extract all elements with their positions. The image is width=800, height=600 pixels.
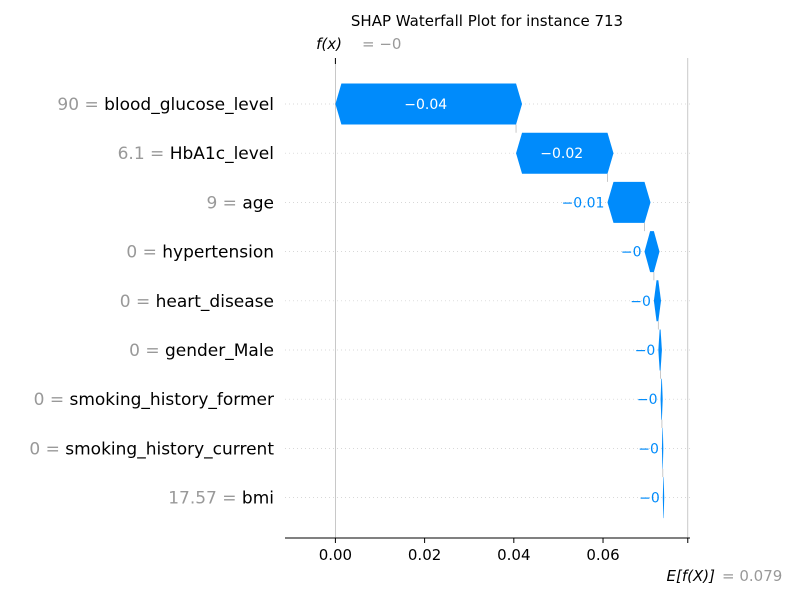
waterfall-bar <box>516 132 614 174</box>
x-tick-label: 0.04 <box>497 546 530 564</box>
feature-label: 0 = hypertension <box>126 243 274 263</box>
waterfall-bar <box>653 280 662 322</box>
waterfall-bar <box>660 378 663 420</box>
feature-name: HbA1c_level <box>170 144 274 164</box>
x-axis: 0.00 0.02 0.04 0.06 <box>285 537 690 564</box>
feature-name: bmi <box>242 489 274 509</box>
feature-value: 90 = <box>57 95 104 115</box>
feature-name: gender_Male <box>165 341 274 361</box>
waterfall-bar <box>335 83 523 125</box>
bar-value-label: −0 <box>637 392 658 408</box>
feature-name: heart_disease <box>156 292 274 312</box>
grid-lines <box>285 58 690 538</box>
feature-name: age <box>242 193 274 213</box>
x-tick-label: 0.00 <box>319 546 352 564</box>
x-tick-label: 0.02 <box>408 546 441 564</box>
feature-label: 9 = age <box>206 193 274 213</box>
fx-label: f(x) <box>316 35 342 53</box>
bar-value-label: −0 <box>639 491 660 507</box>
feature-name: smoking_history_former <box>69 390 274 410</box>
feature-value: 9 = <box>206 193 242 213</box>
waterfall-bar <box>662 477 665 519</box>
feature-value: 17.57 = <box>168 489 242 509</box>
feature-label: 0 = smoking_history_current <box>29 439 274 459</box>
waterfall-bar <box>607 181 651 223</box>
chart-title: SHAP Waterfall Plot for instance 713 <box>351 12 623 30</box>
fx-annotation: f(x) = −0 <box>316 35 401 53</box>
bar-value-label: −0.02 <box>540 146 583 162</box>
feature-label: 90 = blood_glucose_level <box>57 95 274 115</box>
base-value-annotation: E[f(X)] = 0.079 <box>667 567 783 585</box>
feature-label: 0 = smoking_history_former <box>34 390 274 410</box>
feature-name: hypertension <box>162 243 274 263</box>
fx-value: = −0 <box>362 35 401 53</box>
feature-value: 0 = <box>126 243 162 263</box>
feature-label: 0 = heart_disease <box>120 292 274 312</box>
waterfall-bar <box>658 329 662 371</box>
feature-name: smoking_history_current <box>65 439 274 459</box>
bars: −0.04 −0.02 −0.01 −0 −0 −0 −0 −0 −0 <box>335 83 665 519</box>
bar-value-label: −0 <box>630 294 651 310</box>
feature-label: 6.1 = HbA1c_level <box>118 144 274 164</box>
feature-value: 0 = <box>120 292 156 312</box>
feature-label: 0 = gender_Male <box>129 341 274 361</box>
bar-value-label: −0.01 <box>562 195 605 211</box>
base-value: = 0.079 <box>722 567 782 585</box>
bar-value-label: −0.04 <box>404 97 447 113</box>
bar-value-label: −0 <box>635 343 656 359</box>
feature-value: 0 = <box>34 390 70 410</box>
bar-value-label: −0 <box>621 245 642 261</box>
feature-value: 6.1 = <box>118 144 170 164</box>
feature-value: 0 = <box>129 341 165 361</box>
feature-value: 0 = <box>29 439 65 459</box>
base-value-label: E[f(X)] <box>667 567 716 585</box>
x-tick-label: 0.06 <box>586 546 619 564</box>
waterfall-bar <box>644 231 660 273</box>
feature-name: blood_glucose_level <box>104 95 274 115</box>
feature-label: 17.57 = bmi <box>168 489 274 509</box>
feature-labels: 90 = blood_glucose_level 6.1 = HbA1c_leve… <box>29 95 274 509</box>
waterfall-bar <box>661 427 664 469</box>
bar-value-label: −0 <box>638 441 659 457</box>
